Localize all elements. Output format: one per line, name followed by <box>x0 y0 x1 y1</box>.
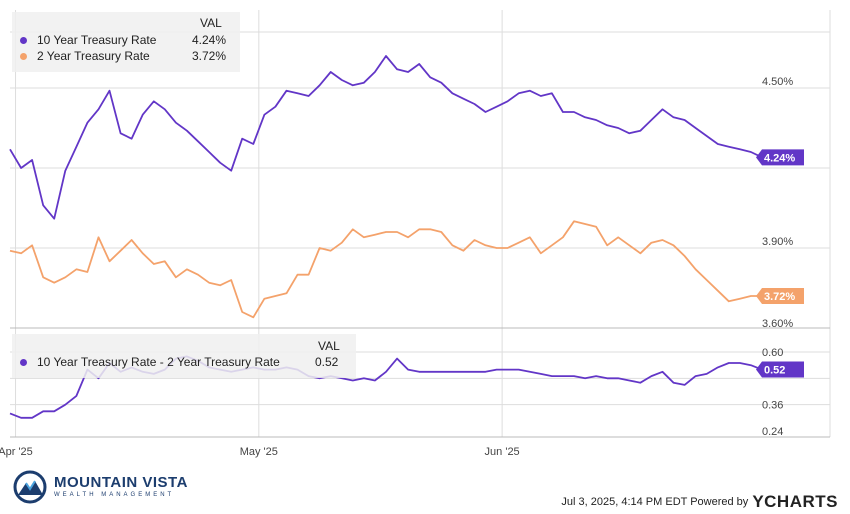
legend-top-header: VAL <box>200 16 222 30</box>
x-tick-label: May '25 <box>240 446 278 458</box>
x-tick-label: Jun '25 <box>485 446 520 458</box>
y-tick-label: 4.50% <box>762 76 793 88</box>
end-tag-label: 4.24% <box>764 152 795 164</box>
legend-item-spread[interactable]: 10 Year Treasury Rate - 2 Year Treasury … <box>20 355 280 369</box>
logo-subtitle: WEALTH MANAGEMENT <box>54 491 175 498</box>
legend-label-10y: 10 Year Treasury Rate <box>37 33 157 47</box>
legend-dot-10y <box>20 36 27 44</box>
end-tag-shape <box>756 288 804 304</box>
legend-item-10y[interactable]: 10 Year Treasury Rate <box>20 33 156 47</box>
x-axis-labels: Apr '25 May '25 Jun '25 <box>0 446 520 458</box>
top-panel-gridlines <box>10 31 830 249</box>
ycharts-rest: CHARTS <box>764 492 838 511</box>
legend-dot-2y <box>20 52 27 60</box>
y-tick-label: 3.60% <box>762 318 793 330</box>
end-tag-shape <box>756 149 804 166</box>
y-tick-label: 0.24 <box>762 426 783 438</box>
end-tag-label: 0.52 <box>764 365 785 377</box>
top-panel-series <box>9 55 763 319</box>
y-tick-label: 0.36 <box>762 400 783 412</box>
mountain-logo-icon <box>13 470 47 504</box>
timestamp-text: Jul 3, 2025, 4:14 PM EDT Powered by <box>561 496 749 508</box>
legend-dot-spread <box>20 358 27 366</box>
legend-item-2y[interactable]: 2 Year Treasury Rate <box>20 49 150 63</box>
mountain-vista-logo: MOUNTAIN VISTA WEALTH MANAGEMENT <box>12 470 188 504</box>
end-value-tag: 0.52 <box>756 361 804 378</box>
y-tick-label: 3.90% <box>762 236 793 248</box>
legend-top: VAL 10 Year Treasury Rate 4.24% 2 Year T… <box>12 12 240 72</box>
legend-value-2y: 3.72% <box>192 49 227 63</box>
legend-value-10y: 4.24% <box>192 33 227 47</box>
logo-name: MOUNTAIN VISTA <box>54 473 188 491</box>
series-line-2y <box>9 220 762 319</box>
ycharts-y: Y <box>752 492 765 511</box>
legend-label-2y: 2 Year Treasury Rate <box>37 49 150 63</box>
legend-bottom-header: VAL <box>318 339 340 353</box>
ycharts-brand[interactable]: YCHARTS <box>752 492 838 512</box>
series-line-10y <box>9 55 763 220</box>
legend-bottom: VAL 10 Year Treasury Rate - 2 Year Treas… <box>12 334 356 378</box>
legend-label-spread: 10 Year Treasury Rate - 2 Year Treasury … <box>37 355 280 369</box>
end-tag-label: 3.72% <box>764 291 795 303</box>
end-value-tag: 3.72% <box>756 288 804 304</box>
end-tag-shape <box>756 361 804 378</box>
y-axis-labels: 4.50% 3.90% 3.60% 0.60 0.36 0.24 <box>762 76 793 438</box>
footer-timestamp: Jul 3, 2025, 4:14 PM EDT Powered by YCHA… <box>561 492 838 512</box>
legend-value-spread: 0.52 <box>315 355 339 369</box>
y-tick-label: 0.60 <box>762 347 783 359</box>
x-tick-label: Apr '25 <box>0 446 33 458</box>
end-value-tags: 4.24% 3.72% 0.52 <box>756 149 804 378</box>
end-value-tag: 4.24% <box>756 149 804 166</box>
